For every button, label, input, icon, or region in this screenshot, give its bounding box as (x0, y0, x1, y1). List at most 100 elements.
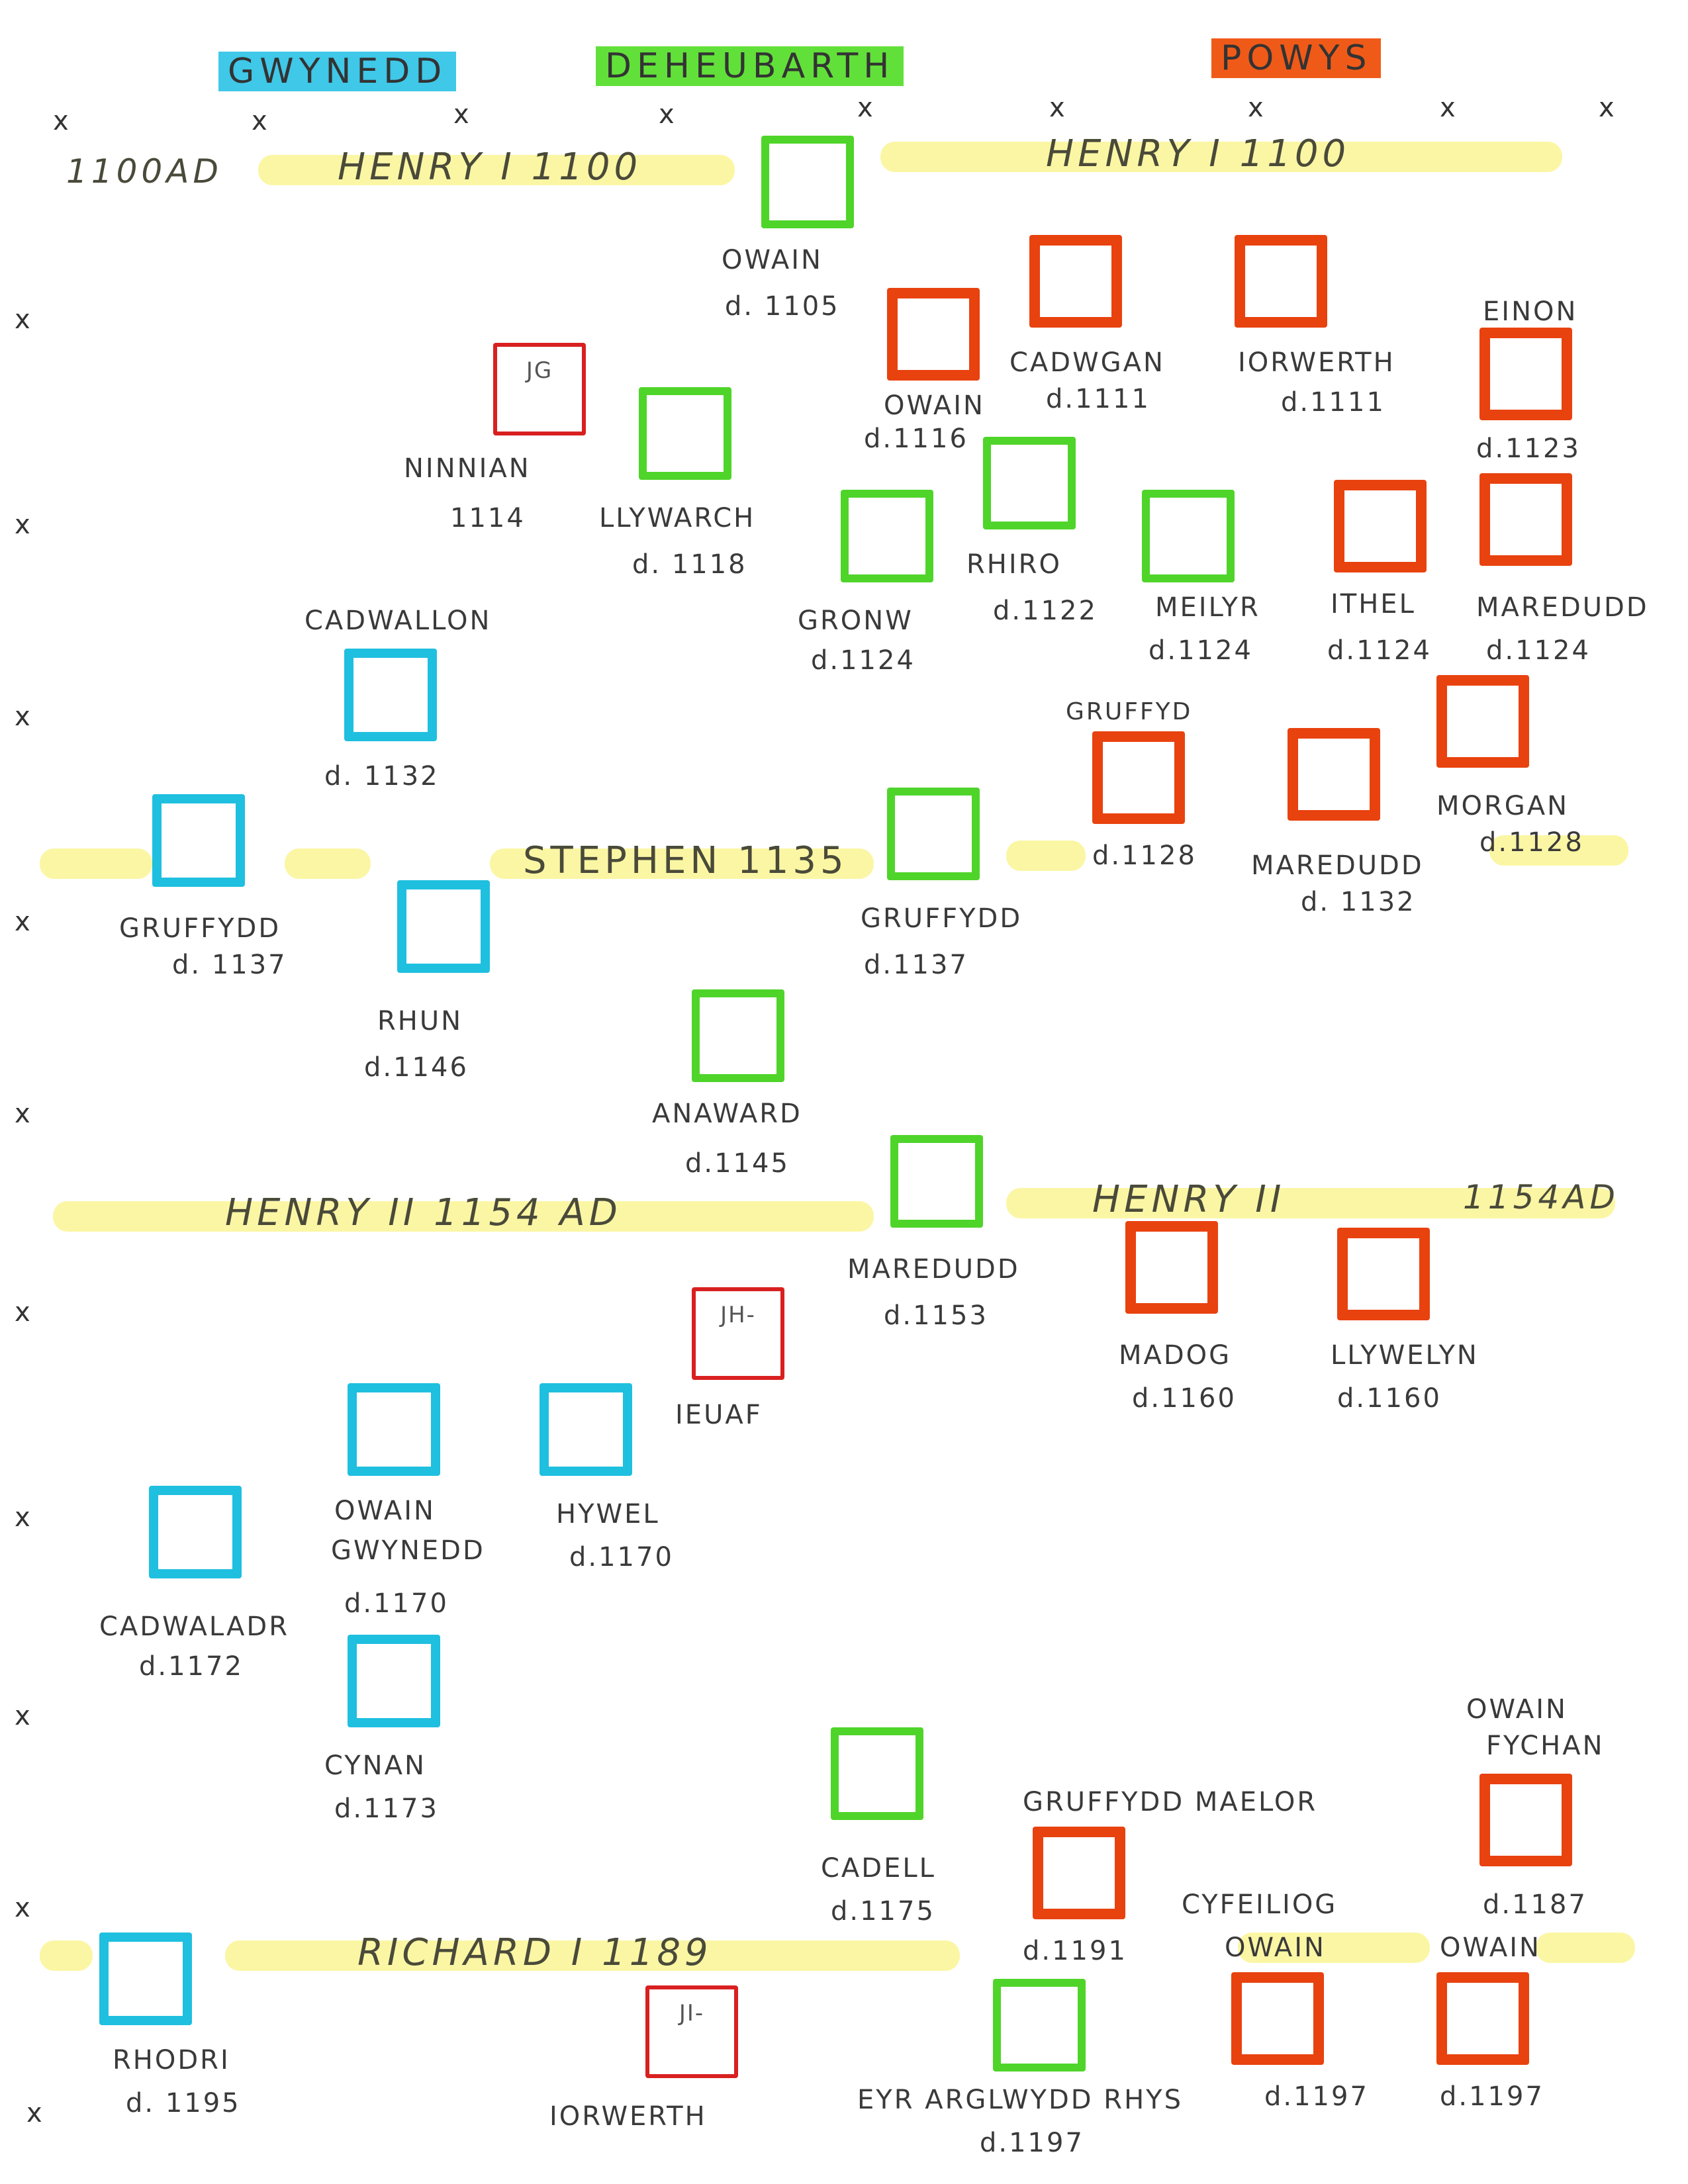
person-name: CADELL (821, 1853, 936, 1884)
person-death: d. 1195 (126, 2088, 241, 2118)
person-box-rhun (397, 880, 490, 973)
person-name: OWAIN (722, 245, 823, 275)
timeline-band-richard1-d (1536, 1933, 1635, 1963)
row-marker: x (15, 510, 30, 540)
row-marker: x (15, 702, 30, 732)
person-death: d. 1137 (172, 950, 287, 980)
row-marker: x (857, 93, 873, 123)
person-name: CYFEILIOG (1182, 1889, 1338, 1920)
marker-code: JG (526, 357, 553, 384)
person-box-madog (1125, 1221, 1218, 1314)
person-name: OWAIN (884, 390, 985, 421)
person-box-rhys (993, 1979, 1086, 2071)
timeline-henry2-right: HENRY II (1092, 1178, 1286, 1221)
person-name: GRUFFYDD (119, 913, 281, 944)
legend-powys: POWYS (1211, 38, 1382, 78)
person-death: d.1128 (1092, 841, 1197, 871)
person-box-maredudd-1153 (890, 1135, 983, 1228)
person-death: d.1187 (1483, 1889, 1587, 1920)
person-death: d.1124 (811, 645, 915, 676)
person-box-hywel (539, 1383, 632, 1476)
person-box-anarawd (692, 989, 784, 1082)
person-box-ithel (1334, 480, 1427, 572)
row-marker: x (659, 99, 675, 130)
row-marker: x (26, 2098, 42, 2128)
person-box-llywelyn (1337, 1228, 1430, 1320)
person-death: d.1153 (884, 1300, 988, 1331)
person-death: d.1197 (1264, 2081, 1369, 2112)
timeline-band-richard1-a (40, 1940, 93, 1971)
person-death: d.1124 (1149, 635, 1253, 666)
person-box-cadwallon (344, 649, 437, 741)
timeline-band-stephen-b (285, 848, 371, 879)
row-marker: x (1049, 93, 1065, 123)
timeline-year-start: 1100AD (66, 152, 222, 191)
person-name: GRONW (798, 606, 914, 636)
person-name: OWAIN (1466, 1694, 1568, 1725)
person-death: d.1116 (864, 424, 968, 454)
person-death: d.1124 (1486, 635, 1591, 666)
person-name: RHODRI (113, 2045, 230, 2075)
person-name-line2: FYCHAN (1486, 1731, 1605, 1761)
person-name: HYWEL (556, 1499, 660, 1529)
person-box-meilyr (1142, 490, 1235, 582)
person-death: d. 1105 (725, 291, 840, 322)
timeline-henry2-left: HENRY II 1154 AD (225, 1191, 622, 1234)
legend-gwynedd: GWYNEDD (218, 52, 457, 91)
person-death: d.1197 (1440, 2081, 1544, 2112)
timeline-band-henry2-right (1006, 1188, 1615, 1218)
timeline-band-richard1-b (225, 1940, 960, 1971)
timeline-band-stephen-a (40, 848, 152, 879)
person-name: MEILYR (1155, 592, 1260, 623)
person-death: d.1146 (364, 1052, 469, 1083)
person-box-owain-fychan (1479, 1774, 1572, 1866)
person-name: RHUN (377, 1006, 463, 1036)
marker-code: JI- (679, 2000, 705, 2026)
row-marker: x (15, 1297, 30, 1328)
person-death: d. 1118 (632, 549, 747, 580)
timeline-band-henry1-right (880, 142, 1562, 172)
person-death: d.1137 (864, 950, 968, 980)
person-death: d.1160 (1132, 1383, 1237, 1414)
person-death: d.1191 (1023, 1936, 1127, 1966)
person-box-owain-1116 (887, 288, 980, 381)
person-name: OWAIN (1440, 1933, 1541, 1963)
person-name-line2: GWYNEDD (331, 1535, 485, 1566)
person-box-rhodri (99, 1933, 192, 2025)
person-box-ieuaf: JH- (692, 1287, 784, 1380)
person-box-cadwaladr (149, 1486, 242, 1578)
person-death: d.1145 (685, 1148, 790, 1179)
person-name: IORWERTH (1238, 347, 1395, 378)
person-name: LLYWELYN (1331, 1340, 1479, 1371)
timeline-band-stephen-c (490, 848, 874, 879)
timeline-band-henry2-left (53, 1201, 874, 1232)
person-name: IEUAF (675, 1400, 763, 1430)
person-name: ANAWARD (652, 1099, 802, 1129)
row-marker: x (15, 1701, 30, 1731)
row-marker: x (53, 106, 69, 136)
person-box-maredudd-1132 (1288, 728, 1380, 821)
person-name: GRUFFYDD MAELOR (1023, 1787, 1318, 1817)
person-death: d.1170 (344, 1588, 449, 1619)
timeline-band-richard1-c (1238, 1933, 1430, 1963)
person-box-rhiro (983, 437, 1076, 529)
person-box-gruffydd-maelor (1033, 1827, 1125, 1919)
person-box-cynan (348, 1635, 440, 1727)
person-name: CADWGAN (1009, 347, 1165, 378)
marker-code: JH- (720, 1302, 756, 1328)
person-death: d.1160 (1337, 1383, 1442, 1414)
person-death: d.1172 (139, 1651, 244, 1682)
person-name: CYNAN (324, 1751, 426, 1781)
legend-deheubarth: DEHEUBARTH (596, 46, 904, 86)
person-box-gruffydd-gwynedd-1137 (152, 794, 245, 887)
timeline-richard1: RICHARD I 1189 (357, 1931, 712, 1974)
row-marker: x (453, 99, 469, 130)
timeline-henry1-right: HENRY I 1100 (1046, 132, 1350, 175)
person-name: EINON (1483, 296, 1578, 327)
person-box-cadell (831, 1727, 923, 1820)
person-name: MADOG (1119, 1340, 1232, 1371)
person-box-gruffydd-deheubarth-1137 (887, 788, 980, 880)
person-name: MAREDUDD (1476, 592, 1649, 623)
timeline-stephen: STEPHEN 1135 (523, 839, 848, 882)
person-name: IORWERTH (549, 2101, 707, 2132)
